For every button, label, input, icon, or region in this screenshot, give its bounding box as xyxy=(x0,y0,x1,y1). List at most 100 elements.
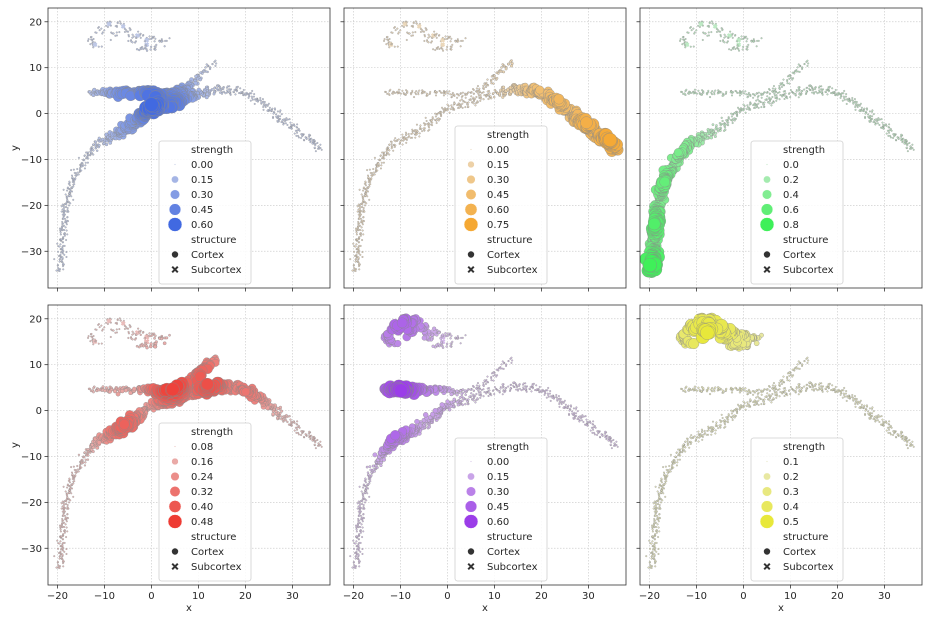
legend-strength-label: 0.60 xyxy=(191,220,213,231)
cortex-point xyxy=(118,419,130,430)
cortex-point xyxy=(720,116,723,119)
cortex-point xyxy=(60,507,63,510)
cortex-point xyxy=(453,108,456,111)
cortex-point xyxy=(471,101,474,104)
cortex-point xyxy=(584,423,586,426)
cortex-point xyxy=(509,387,512,390)
cortex-point xyxy=(417,91,420,94)
cortex-point xyxy=(827,90,830,93)
cortex-point xyxy=(359,215,361,218)
cortex-point xyxy=(868,110,871,113)
cortex-point xyxy=(868,119,871,122)
cortex-point xyxy=(396,45,399,48)
cortex-point xyxy=(235,87,238,90)
legend-strength-label: 0.45 xyxy=(191,205,213,216)
cortex-point xyxy=(83,159,86,162)
cortex-point xyxy=(757,102,760,105)
cortex-point xyxy=(709,96,712,99)
cortex-point xyxy=(553,93,565,105)
cortex-point xyxy=(900,133,903,136)
cortex-point xyxy=(768,102,771,105)
cortex-point xyxy=(366,471,370,474)
cortex-point xyxy=(355,257,358,260)
legend-strength-label: 0.0 xyxy=(783,160,799,171)
cortex-point xyxy=(273,107,276,110)
cortex-point xyxy=(359,253,362,256)
cortex-point xyxy=(423,35,426,38)
panel-4: −20 −10 0 10 20 30−30−20−1001020xystrength0.0… xyxy=(10,304,331,614)
cortex-point xyxy=(765,91,768,94)
cortex-point xyxy=(730,112,733,115)
cortex-point xyxy=(444,332,447,335)
cortex-point xyxy=(876,122,879,125)
cortex-point xyxy=(490,372,493,375)
subcortex-point xyxy=(416,23,422,29)
cortex-point xyxy=(92,386,95,390)
cortex-point xyxy=(92,149,95,152)
cortex-point xyxy=(434,115,437,118)
cortex-point xyxy=(470,392,473,395)
cortex-point xyxy=(776,91,779,94)
cortex-point xyxy=(431,36,434,39)
cortex-point xyxy=(232,90,235,93)
cortex-point xyxy=(359,531,362,534)
cortex-point xyxy=(442,49,445,52)
cortex-point xyxy=(351,566,354,569)
cortex-point xyxy=(820,88,823,91)
cortex-point xyxy=(361,503,363,505)
cortex-point xyxy=(814,87,817,90)
cortex-point xyxy=(286,123,289,126)
cortex-point xyxy=(358,565,361,568)
cortex-point xyxy=(764,98,767,101)
cortex-point xyxy=(476,85,479,88)
cortex-point xyxy=(476,382,479,385)
cortex-point xyxy=(115,25,118,28)
cortex-point xyxy=(81,161,84,164)
cortex-point xyxy=(427,33,430,36)
cortex-point xyxy=(66,216,69,219)
cortex-point xyxy=(485,81,488,85)
cortex-point xyxy=(66,483,69,486)
legend-strength-marker xyxy=(170,471,180,482)
cortex-point xyxy=(295,431,298,434)
cortex-point xyxy=(586,420,589,423)
legend-cortex-marker xyxy=(171,548,179,555)
cortex-point xyxy=(370,177,373,180)
cortex-point xyxy=(562,406,565,409)
cortex-point xyxy=(572,407,575,410)
legend-cortex-marker xyxy=(467,251,475,258)
cortex-point xyxy=(522,388,525,391)
cortex-point xyxy=(775,99,778,102)
cortex-point xyxy=(137,30,140,33)
cortex-point xyxy=(467,105,470,108)
cortex-point xyxy=(575,407,578,410)
legend-box xyxy=(454,125,548,285)
cortex-point xyxy=(721,94,724,97)
cortex-point xyxy=(280,409,284,413)
cortex-point xyxy=(733,112,736,115)
cortex-point xyxy=(445,342,449,345)
cortex-point xyxy=(394,144,397,147)
cortex-point xyxy=(501,386,504,389)
cortex-point xyxy=(57,250,60,253)
cortex-point xyxy=(357,256,360,259)
y-axis-title: y xyxy=(10,442,21,448)
cortex-point xyxy=(134,41,137,44)
cortex-point xyxy=(571,412,574,415)
legend-strength-marker xyxy=(470,148,472,151)
cortex-point xyxy=(63,521,66,524)
cortex-point xyxy=(789,76,792,79)
cortex-point xyxy=(415,90,418,93)
cortex-point xyxy=(716,92,719,95)
cortex-point xyxy=(91,40,94,43)
cortex-point xyxy=(82,461,85,464)
cortex-point xyxy=(556,398,559,401)
cortex-point xyxy=(92,343,95,346)
cortex-point xyxy=(62,236,65,239)
cortex-point xyxy=(447,105,450,107)
cortex-point xyxy=(613,442,616,445)
cortex-point xyxy=(582,415,585,418)
cortex-point xyxy=(853,98,856,101)
cortex-point xyxy=(250,95,253,98)
cortex-point xyxy=(359,512,361,515)
